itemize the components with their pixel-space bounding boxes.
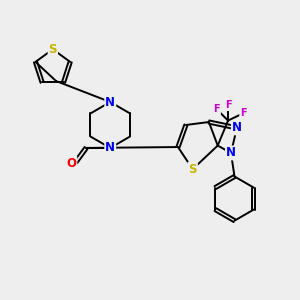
Text: F: F (240, 108, 247, 118)
Text: N: N (226, 146, 236, 159)
Text: F: F (214, 104, 220, 114)
Text: S: S (188, 163, 197, 176)
Text: S: S (49, 43, 57, 56)
Text: N: N (232, 122, 242, 134)
Text: F: F (225, 100, 231, 110)
Text: N: N (105, 141, 115, 154)
Text: O: O (66, 157, 76, 170)
Text: N: N (105, 95, 115, 109)
